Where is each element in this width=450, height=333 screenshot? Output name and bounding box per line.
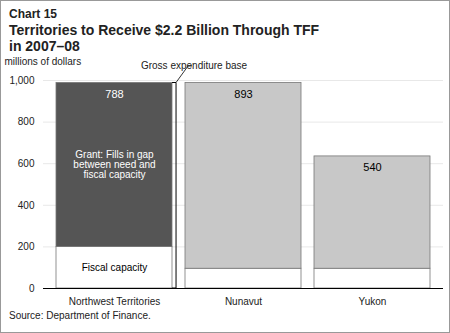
svg-text:1,000: 1,000 — [9, 75, 34, 86]
svg-text:Grant: Fills in gapbetween nee: Grant: Fills in gapbetween need andfisca… — [73, 149, 155, 180]
svg-text:Gross expenditure base: Gross expenditure base — [141, 60, 248, 71]
svg-text:Fiscal capacity: Fiscal capacity — [82, 262, 148, 273]
svg-text:893: 893 — [234, 88, 252, 100]
svg-text:Northwest Territories: Northwest Territories — [69, 296, 161, 307]
svg-text:millions of dollars: millions of dollars — [5, 56, 82, 67]
svg-text:800: 800 — [18, 116, 35, 127]
svg-text:0: 0 — [29, 283, 35, 294]
svg-text:600: 600 — [18, 158, 35, 169]
svg-text:540: 540 — [363, 161, 381, 173]
html-text:Territories to Receive $2.2 Bi: Territories to Receive $2.2 Billion Thro… — [9, 22, 320, 54]
svg-text:400: 400 — [18, 200, 35, 211]
html-text:Chart 15: Chart 15 — [9, 7, 57, 21]
svg-text:Yukon: Yukon — [359, 296, 387, 307]
svg-text:Nunavut: Nunavut — [225, 296, 262, 307]
html-text:Source: Department of Finance.: Source: Department of Finance. — [9, 310, 151, 321]
svg-text:200: 200 — [18, 241, 35, 252]
svg-text:788: 788 — [105, 88, 123, 100]
